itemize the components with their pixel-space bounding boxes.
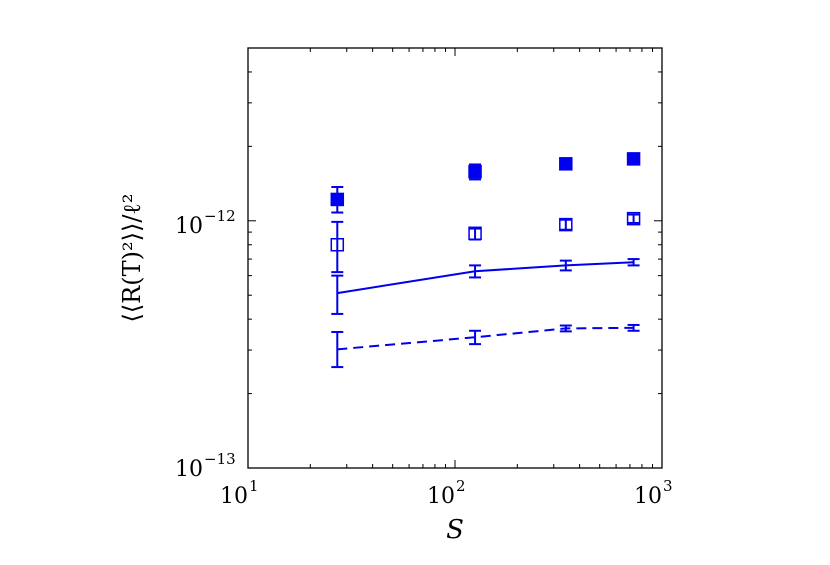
open-square-point (559, 217, 573, 232)
y-axis-label: ⟨⟨R(T)²⟩⟩/ℓ² (118, 193, 146, 322)
x-tick-exp-100: 2 (456, 477, 466, 495)
plot-frame (247, 47, 663, 469)
x-tick-exp-10: 1 (249, 477, 259, 495)
y-tick-exp-1e-12: −12 (204, 207, 236, 225)
filled-square-point (559, 157, 573, 171)
series-line-solid (337, 261, 634, 295)
axis-ticks (247, 47, 663, 469)
series-line-dashed (337, 326, 634, 351)
series-dashed (331, 323, 640, 369)
y-tick-label-1e-12: 10 (175, 214, 203, 239)
open-square-point (468, 226, 482, 241)
open-square-point (626, 211, 641, 226)
x-tick-exp-1000: 3 (663, 477, 673, 495)
x-tick-label-100: 10 (427, 484, 455, 509)
data-layer (330, 152, 641, 369)
filled-square-point (468, 164, 482, 179)
series-solid (331, 258, 640, 315)
series-filled-square (330, 152, 641, 214)
filled-square-point (626, 152, 641, 166)
filled-square-point (330, 192, 345, 207)
x-axis-label: S (446, 515, 464, 545)
open-square-point (330, 237, 345, 252)
y-tick-exp-1e-13: −13 (204, 450, 236, 468)
series-open-square (330, 211, 641, 274)
x-tick-label-10: 10 (220, 484, 248, 509)
y-tick-label-1e-13: 10 (175, 457, 203, 482)
x-tick-label-1000: 10 (634, 484, 662, 509)
